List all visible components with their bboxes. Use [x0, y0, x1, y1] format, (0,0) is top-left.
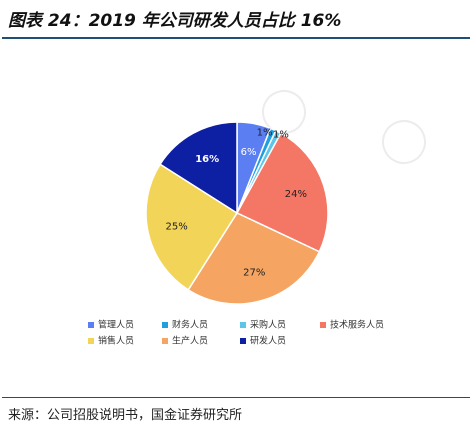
pie-slice-3	[235, 132, 329, 253]
pie-slice-6	[159, 121, 238, 215]
legend-label: 采购人员	[250, 319, 286, 331]
pie-label-0: 6%	[241, 147, 257, 158]
legend-label: 销售人员	[98, 335, 134, 347]
pie-label-2: 1%	[273, 130, 289, 141]
pie-label-3: 24%	[285, 189, 307, 200]
pie-label-4: 27%	[243, 267, 265, 278]
legend-label: 生产人员	[172, 335, 208, 347]
pie-chart: 6%1% 1%24%27%25%16% 管理人员 财务人员 采购人员 技术服务人员销售人…	[88, 121, 384, 347]
legend-swatch	[240, 338, 246, 344]
legend-swatch	[240, 322, 246, 328]
legend-label: 研发人员	[250, 335, 286, 347]
pie-label-6: 16%	[195, 154, 219, 165]
pie-slices	[145, 121, 329, 305]
legend-label: 财务人员	[172, 319, 208, 331]
title-rule	[2, 37, 470, 39]
pie-slice-5	[145, 163, 239, 291]
legend-swatch	[88, 338, 94, 344]
pie-label-1: 1%	[257, 128, 273, 139]
legend-swatch	[162, 338, 168, 344]
footer-rule	[2, 397, 470, 398]
pie-labels: 6%1% 1%24%27%25%16%	[165, 128, 307, 279]
source-note: 来源：公司招股说明书，国金证券研究所	[8, 408, 243, 423]
pie-label-5: 25%	[165, 222, 187, 233]
legend-swatch	[88, 322, 94, 328]
pie-slice-4	[187, 212, 321, 305]
legend-label: 技术服务人员	[330, 319, 384, 331]
legend-swatch	[320, 322, 326, 328]
figure-title: 图表 24：2019 年公司研发人员占比 16%	[8, 11, 342, 31]
legend-swatch	[162, 322, 168, 328]
legend-label: 管理人员	[98, 319, 134, 331]
